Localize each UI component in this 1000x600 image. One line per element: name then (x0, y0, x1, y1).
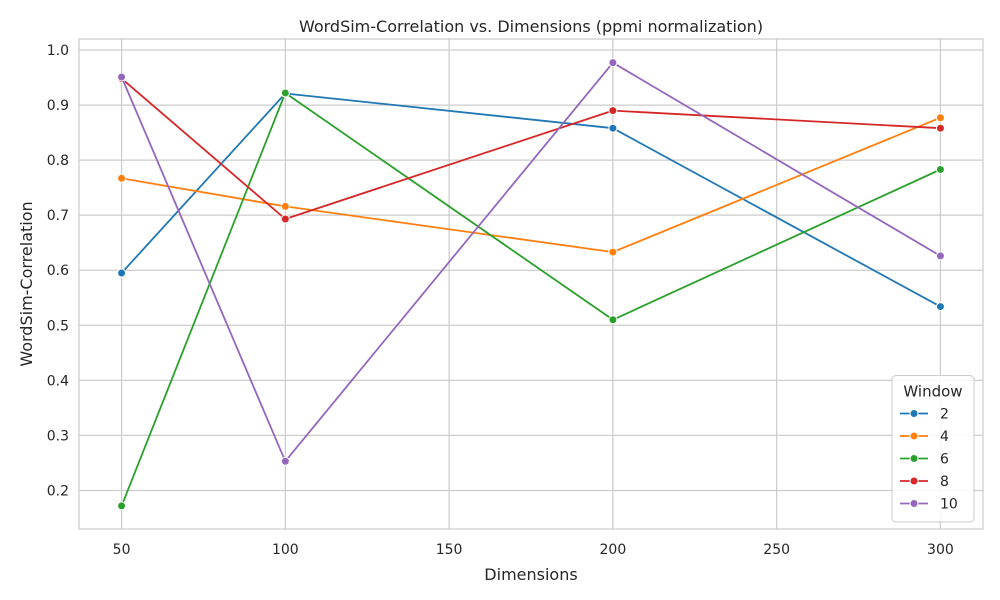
series-line (120, 92, 941, 308)
series-line (121, 116, 941, 254)
legend-item: 6 (900, 452, 949, 468)
x-axis-label: Dimensions (484, 565, 577, 584)
x-tick-label: 250 (763, 542, 790, 558)
y-tick-label: 0.2 (47, 483, 69, 499)
data-point (117, 173, 127, 183)
x-tick-label: 200 (600, 542, 627, 558)
series-layer (117, 58, 945, 511)
series-10 (117, 58, 945, 466)
y-tick-label: 0.5 (47, 318, 69, 334)
data-point (608, 315, 618, 325)
data-point (608, 123, 618, 133)
series-line (120, 92, 941, 507)
y-tick-label: 0.4 (47, 373, 69, 389)
legend-marker (909, 454, 919, 463)
data-point (117, 501, 127, 511)
data-point (280, 88, 290, 98)
legend-marker (909, 476, 919, 486)
y-tick-label: 1.0 (47, 43, 69, 59)
x-tick-label: 150 (436, 542, 463, 558)
legend-label: 10 (940, 497, 958, 513)
data-point (935, 123, 945, 133)
x-tick-label: 100 (272, 542, 299, 558)
data-point (608, 58, 618, 68)
series-line (121, 77, 941, 220)
legend-label: 2 (940, 407, 949, 423)
data-point (935, 113, 945, 123)
data-point (608, 106, 618, 116)
legend-label: 8 (940, 474, 949, 490)
data-point (935, 164, 945, 174)
legend-item: 4 (900, 429, 949, 445)
y-tick-label: 0.6 (47, 263, 69, 279)
legend-marker (909, 499, 919, 508)
data-point (280, 214, 290, 224)
y-tick-label: 0.8 (47, 153, 69, 169)
y-tick-label: 0.9 (47, 98, 69, 114)
data-point (280, 456, 290, 466)
legend-item: 8 (900, 474, 949, 490)
data-point (935, 251, 945, 261)
x-tick-label: 300 (927, 542, 954, 558)
chart-title: WordSim-Correlation vs. Dimensions (ppmi… (299, 17, 763, 36)
y-axis-label: WordSim-Correlation (17, 201, 36, 366)
series-line (120, 61, 941, 463)
y-tick-label: 0.7 (47, 208, 69, 224)
legend-marker (909, 409, 919, 418)
data-point (935, 302, 945, 312)
plot-frame (78, 38, 984, 530)
legend: Window 2 4 6 8 10 (891, 375, 975, 523)
x-axis-ticks: 50 100 150 200 250 300 (113, 542, 954, 558)
data-point (608, 247, 618, 257)
series-6 (117, 88, 945, 511)
legend-item: 2 (900, 407, 949, 423)
legend-item: 10 (900, 497, 958, 513)
legend-label: 6 (940, 452, 949, 468)
series-2 (117, 89, 945, 312)
data-point (117, 72, 127, 82)
data-point (117, 268, 127, 278)
legend-label: 4 (940, 429, 949, 445)
series-4 (117, 113, 945, 257)
legend-title: Window (903, 383, 962, 401)
grid (79, 39, 983, 529)
x-tick-label: 50 (113, 542, 131, 558)
y-tick-label: 0.3 (47, 428, 69, 444)
legend-marker (909, 431, 919, 441)
data-point (280, 201, 290, 211)
y-axis-ticks: 0.2 0.3 0.4 0.5 0.6 0.7 0.8 0.9 1.0 (47, 43, 69, 499)
